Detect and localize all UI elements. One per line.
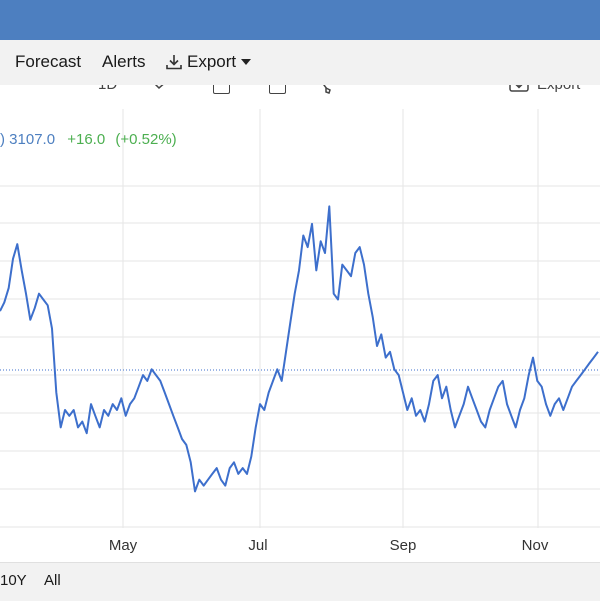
price-chart[interactable]: May Jul Sep Nov bbox=[0, 101, 600, 562]
menu-bar: Forecast Alerts Export bbox=[0, 40, 600, 86]
range-bar: 10Y All bbox=[0, 562, 600, 601]
export-menu[interactable]: Export bbox=[165, 52, 252, 72]
range-10y-button[interactable]: 10Y bbox=[0, 572, 27, 589]
chart-toolbar: 1D Export bbox=[0, 85, 600, 101]
timeframe-button[interactable]: 1D bbox=[98, 85, 117, 93]
line-tool-icon[interactable] bbox=[150, 85, 170, 93]
download-icon bbox=[166, 55, 182, 70]
price-change: +16.0 bbox=[67, 131, 106, 148]
add-indicator-icon[interactable] bbox=[269, 85, 286, 94]
x-tick-label: Nov bbox=[522, 537, 549, 554]
alerts-menu[interactable]: Alerts bbox=[102, 52, 146, 71]
price-series-line bbox=[0, 205, 599, 493]
last-price: 3107.0 bbox=[9, 131, 56, 148]
draw-tool-icon[interactable] bbox=[318, 85, 336, 95]
forecast-menu[interactable]: Forecast bbox=[15, 52, 82, 71]
price-quote: ) 3107.0 +16.0 (+0.52%) bbox=[0, 131, 177, 148]
range-all-button[interactable]: All bbox=[44, 572, 61, 589]
caret-down-icon bbox=[241, 59, 252, 65]
price-change-percent: (+0.52%) bbox=[115, 131, 177, 148]
top-header-bar bbox=[0, 0, 600, 40]
export-chart-label[interactable]: Export bbox=[537, 85, 580, 93]
x-tick-label: May bbox=[109, 537, 138, 554]
quote-prefix: ) bbox=[0, 131, 5, 148]
rectangle-tool-icon[interactable] bbox=[213, 85, 230, 94]
export-menu-label: Export bbox=[187, 52, 237, 71]
x-tick-label: Jul bbox=[248, 537, 267, 554]
x-tick-label: Sep bbox=[390, 537, 417, 554]
export-chart-icon[interactable] bbox=[508, 85, 530, 95]
